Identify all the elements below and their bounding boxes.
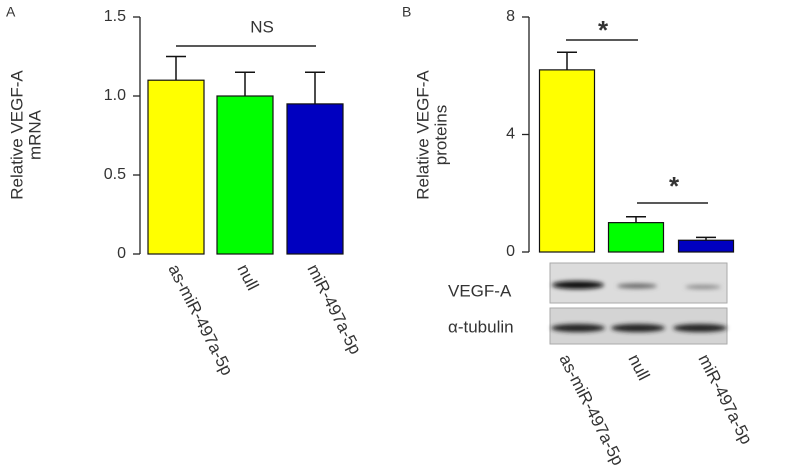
x-tick-label: as-miR-497a-5p bbox=[555, 351, 627, 468]
y-axis-label: proteins bbox=[431, 105, 450, 165]
bar bbox=[286, 103, 344, 255]
x-tick-label: as-miR-497a-5p bbox=[164, 261, 236, 378]
y-axis-label: mRNA bbox=[25, 109, 44, 160]
blot-label: VEGF-A bbox=[448, 281, 512, 300]
y-tick-label: 1.0 bbox=[104, 87, 126, 104]
bar bbox=[607, 222, 665, 253]
blot-image bbox=[549, 262, 728, 345]
y-tick-label: 0 bbox=[117, 245, 126, 262]
y-tick-label: 1.5 bbox=[104, 8, 126, 25]
x-tick-label: null bbox=[233, 261, 262, 293]
bar bbox=[538, 69, 596, 253]
y-tick-label: 0.5 bbox=[104, 166, 126, 183]
annotation: * bbox=[669, 171, 680, 201]
bar bbox=[216, 95, 274, 255]
y-tick-label: 0 bbox=[506, 243, 515, 260]
annotation: * bbox=[598, 15, 609, 45]
y-axis-label: Relative VEGF-A bbox=[7, 70, 26, 200]
bar bbox=[677, 239, 735, 253]
y-tick-label: 8 bbox=[506, 8, 515, 25]
panel-label: B bbox=[402, 4, 411, 20]
panel-label: A bbox=[6, 4, 16, 20]
y-axis-label: Relative VEGF-A bbox=[413, 70, 432, 200]
annotation: NS bbox=[250, 17, 274, 36]
x-tick-label: miR-497a-5p bbox=[694, 351, 756, 447]
y-tick-label: 4 bbox=[506, 126, 515, 143]
bar bbox=[147, 79, 205, 255]
x-tick-label: null bbox=[624, 351, 653, 383]
x-tick-label: miR-497a-5p bbox=[303, 261, 365, 357]
blot-label: α-tubulin bbox=[448, 317, 514, 336]
